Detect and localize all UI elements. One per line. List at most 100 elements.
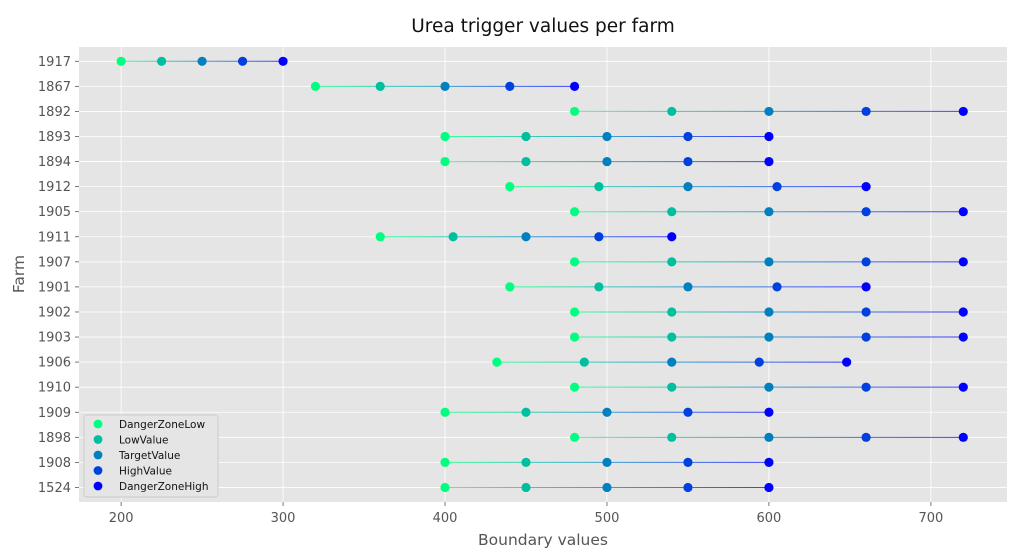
point-targetvalue bbox=[764, 432, 774, 442]
point-targetvalue bbox=[764, 207, 774, 217]
point-lowvalue bbox=[521, 482, 531, 493]
point-lowvalue bbox=[375, 81, 385, 91]
point-lowvalue bbox=[579, 357, 589, 367]
point-lowvalue bbox=[667, 257, 677, 267]
point-dangerzonehigh bbox=[958, 106, 968, 117]
point-dangerzonehigh bbox=[764, 482, 774, 493]
point-targetvalue bbox=[683, 282, 693, 292]
point-dangerzonelow bbox=[310, 81, 321, 91]
point-highvalue bbox=[683, 457, 693, 467]
point-targetvalue bbox=[764, 106, 774, 117]
point-lowvalue bbox=[667, 382, 677, 392]
point-targetvalue bbox=[764, 257, 774, 267]
point-dangerzonelow bbox=[375, 232, 385, 242]
x-tick-label: 600 bbox=[757, 511, 782, 526]
x-tick-label: 500 bbox=[595, 511, 620, 526]
legend-marker bbox=[93, 481, 103, 491]
point-highvalue bbox=[861, 307, 871, 317]
point-highvalue bbox=[861, 382, 871, 392]
point-dangerzonehigh bbox=[958, 207, 968, 217]
point-targetvalue bbox=[521, 232, 531, 242]
point-dangerzonelow bbox=[440, 457, 450, 467]
point-dangerzonehigh bbox=[764, 407, 774, 417]
point-highvalue bbox=[861, 106, 871, 117]
point-highvalue bbox=[683, 407, 693, 417]
point-highvalue bbox=[505, 81, 515, 91]
point-highvalue bbox=[237, 56, 248, 66]
x-tick-label: 400 bbox=[433, 511, 458, 526]
y-tick-label: 1908 bbox=[38, 456, 71, 471]
y-tick-label: 1909 bbox=[38, 406, 71, 421]
legend-label: DangerZoneLow bbox=[119, 419, 205, 431]
point-lowvalue bbox=[594, 282, 604, 292]
point-highvalue bbox=[594, 232, 604, 242]
point-lowvalue bbox=[521, 131, 531, 142]
point-dangerzonehigh bbox=[958, 307, 968, 317]
y-tick-label: 1903 bbox=[38, 331, 71, 346]
point-dangerzonelow bbox=[505, 282, 515, 292]
y-tick-label: 1905 bbox=[38, 205, 71, 220]
point-dangerzonelow bbox=[116, 56, 126, 66]
point-dangerzonelow bbox=[505, 182, 515, 192]
point-dangerzonelow bbox=[440, 482, 450, 493]
point-highvalue bbox=[754, 357, 764, 367]
range-lines bbox=[121, 60, 964, 488]
x-tick-label: 300 bbox=[271, 511, 296, 526]
point-dangerzonelow bbox=[569, 106, 580, 117]
y-tick-label: 1910 bbox=[38, 381, 71, 396]
point-dangerzonehigh bbox=[861, 182, 871, 192]
point-dangerzonelow bbox=[492, 357, 502, 367]
legend: DangerZoneLow LowValue TargetValue HighValu… bbox=[83, 414, 219, 498]
point-targetvalue bbox=[764, 332, 774, 342]
x-tick-label: 200 bbox=[109, 511, 134, 526]
point-targetvalue bbox=[602, 131, 612, 142]
point-dangerzonelow bbox=[569, 332, 580, 342]
point-dangerzonelow bbox=[569, 432, 580, 442]
legend-label: HighValue bbox=[119, 465, 172, 477]
point-targetvalue bbox=[602, 156, 612, 167]
point-dangerzonehigh bbox=[569, 81, 580, 91]
point-lowvalue bbox=[521, 457, 531, 467]
point-lowvalue bbox=[156, 56, 167, 66]
legend-marker bbox=[93, 466, 103, 475]
y-tick-label: 1898 bbox=[38, 431, 71, 446]
point-targetvalue bbox=[602, 407, 612, 417]
point-dangerzonelow bbox=[440, 407, 450, 417]
legend-label: LowValue bbox=[119, 434, 169, 446]
y-tick-label: 1902 bbox=[38, 305, 71, 320]
legend-marker bbox=[93, 435, 103, 444]
point-highvalue bbox=[861, 432, 871, 442]
legend-box bbox=[83, 414, 219, 498]
point-dangerzonehigh bbox=[842, 357, 852, 367]
y-tick-label: 1901 bbox=[38, 280, 71, 295]
point-targetvalue bbox=[440, 81, 450, 91]
y-tick-label: 1912 bbox=[38, 180, 71, 195]
point-dangerzonehigh bbox=[958, 432, 968, 442]
point-dangerzonehigh bbox=[764, 131, 774, 142]
point-highvalue bbox=[772, 182, 782, 192]
point-targetvalue bbox=[602, 457, 612, 467]
point-targetvalue bbox=[764, 307, 774, 317]
point-dangerzonelow bbox=[569, 307, 580, 317]
y-tick-label: 1893 bbox=[38, 130, 71, 145]
point-dangerzonelow bbox=[569, 382, 580, 392]
point-lowvalue bbox=[521, 156, 531, 167]
point-dangerzonelow bbox=[569, 257, 580, 267]
y-tick-label: 1917 bbox=[38, 55, 71, 70]
y-tick-label: 1906 bbox=[38, 356, 71, 371]
point-highvalue bbox=[683, 131, 693, 142]
y-tick-label: 1907 bbox=[38, 255, 71, 270]
legend-marker bbox=[93, 419, 103, 429]
y-tick-label: 1524 bbox=[38, 481, 71, 496]
point-lowvalue bbox=[667, 432, 677, 442]
x-tick-label: 700 bbox=[918, 511, 943, 526]
x-axis: 200 300 400 500 600 700 bbox=[109, 502, 943, 526]
x-axis-title: Boundary values bbox=[478, 531, 608, 549]
point-dangerzonelow bbox=[569, 207, 580, 217]
plot-background bbox=[79, 47, 1007, 502]
point-targetvalue bbox=[683, 182, 693, 192]
point-dangerzonehigh bbox=[958, 257, 968, 267]
y-axis-title: Farm bbox=[10, 255, 28, 293]
point-lowvalue bbox=[521, 407, 531, 417]
point-highvalue bbox=[772, 282, 782, 292]
